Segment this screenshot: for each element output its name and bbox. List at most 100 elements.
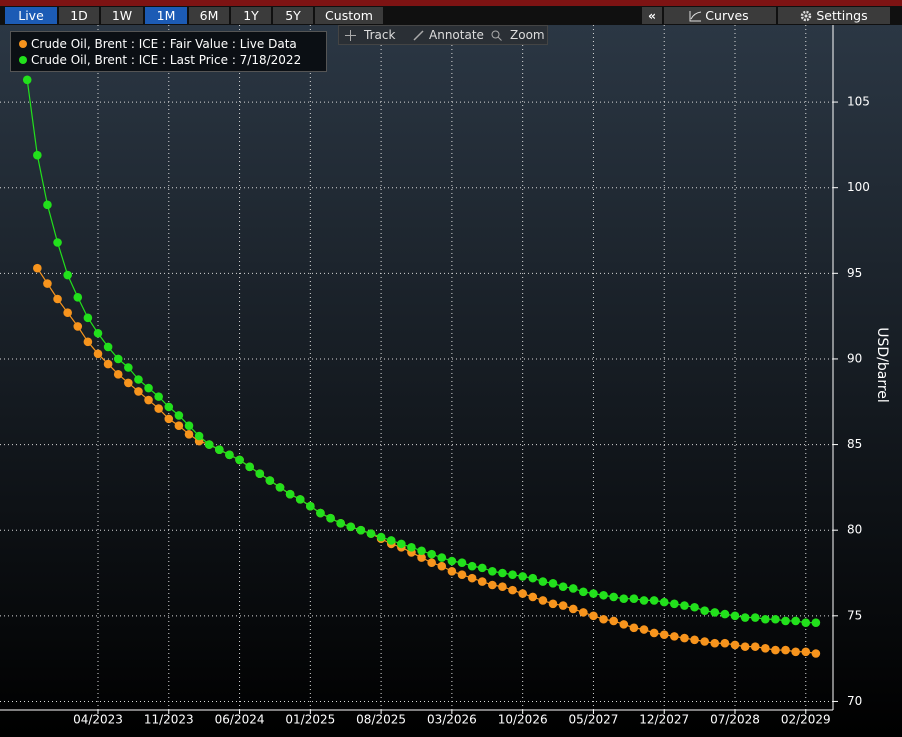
- data-point: [194, 431, 204, 441]
- data-point: [548, 599, 558, 609]
- settings-icon: [800, 10, 812, 22]
- y-tick-label: 80: [847, 523, 862, 537]
- zoom-button[interactable]: Zoom: [510, 28, 545, 42]
- data-point: [33, 150, 42, 160]
- data-point: [639, 625, 649, 634]
- data-point: [528, 592, 538, 602]
- range-button[interactable]: Custom: [315, 7, 383, 24]
- x-tick-label: 12/2027: [639, 713, 689, 727]
- data-point: [791, 616, 800, 626]
- y-tick-label: 90: [847, 351, 862, 365]
- data-point: [73, 322, 83, 331]
- data-point: [63, 308, 72, 318]
- data-point: [53, 238, 62, 247]
- data-point: [407, 543, 416, 552]
- data-point: [235, 455, 244, 465]
- y-tick-label: 105: [847, 95, 870, 109]
- curves-button[interactable]: Curves: [664, 7, 776, 24]
- data-point: [720, 638, 730, 648]
- data-point: [518, 572, 527, 581]
- collapse-button[interactable]: «: [642, 7, 662, 24]
- data-point: [700, 637, 709, 646]
- data-point: [437, 553, 447, 562]
- x-tick-label: 04/2023: [73, 713, 123, 727]
- data-point: [538, 596, 548, 605]
- data-point: [690, 602, 699, 612]
- data-point: [134, 375, 143, 384]
- legend-swatch: [19, 40, 27, 48]
- data-point: [599, 590, 608, 600]
- track-button[interactable]: Track: [364, 28, 396, 42]
- data-point: [63, 270, 72, 280]
- data-point: [447, 566, 457, 576]
- data-point: [93, 349, 103, 359]
- y-tick-label: 70: [847, 694, 862, 708]
- data-point: [164, 414, 174, 424]
- range-button[interactable]: 1M: [145, 7, 187, 24]
- data-point: [750, 642, 760, 651]
- data-point: [295, 495, 305, 504]
- data-point: [811, 618, 821, 627]
- y-tick-label: 95: [847, 266, 862, 280]
- data-point: [761, 644, 770, 653]
- chart-tools: Track Annotate Zoom: [338, 25, 548, 45]
- data-point: [447, 556, 457, 566]
- data-point: [467, 573, 477, 583]
- data-point: [346, 522, 356, 532]
- data-point: [518, 589, 527, 598]
- data-point: [215, 445, 224, 455]
- settings-button[interactable]: Settings: [778, 7, 890, 24]
- data-point: [134, 387, 143, 396]
- data-point: [771, 614, 780, 624]
- legend-item: Crude Oil, Brent : ICE : Last Price : 7/…: [19, 53, 301, 67]
- data-point: [740, 642, 750, 651]
- data-point: [498, 582, 507, 591]
- data-point: [124, 378, 133, 388]
- data-point: [184, 421, 194, 431]
- data-point: [579, 587, 588, 597]
- data-point: [174, 411, 184, 420]
- data-point: [680, 633, 689, 643]
- data-point: [690, 635, 699, 645]
- data-point: [477, 563, 487, 573]
- annotate-button[interactable]: Annotate: [429, 28, 484, 42]
- x-tick-label: 08/2025: [356, 713, 406, 727]
- data-point: [710, 608, 720, 617]
- data-point: [659, 597, 669, 607]
- range-button[interactable]: 5Y: [273, 7, 313, 24]
- data-point: [174, 421, 184, 431]
- y-tick-label: 100: [847, 180, 870, 194]
- data-point: [629, 594, 639, 603]
- data-point: [43, 200, 52, 210]
- title-strip: [0, 0, 902, 6]
- data-point: [376, 532, 386, 542]
- legend-swatch: [19, 56, 27, 64]
- data-point: [589, 611, 598, 621]
- range-button[interactable]: Live: [5, 7, 57, 24]
- data-point: [457, 558, 467, 568]
- data-point: [659, 630, 669, 639]
- data-point: [639, 596, 649, 605]
- data-point: [599, 614, 608, 624]
- data-point: [781, 616, 790, 626]
- range-button[interactable]: 1D: [59, 7, 99, 24]
- data-point: [184, 429, 194, 439]
- range-button[interactable]: 1W: [101, 7, 143, 24]
- range-button[interactable]: 1Y: [231, 7, 271, 24]
- data-point: [508, 585, 517, 595]
- y-axis-label: USD/barrel: [874, 327, 890, 403]
- data-point: [225, 450, 234, 460]
- range-button[interactable]: 6M: [189, 7, 229, 24]
- data-point: [275, 483, 285, 492]
- data-point: [528, 573, 538, 583]
- x-tick-label: 07/2028: [710, 713, 760, 727]
- data-point: [680, 601, 689, 610]
- data-point: [437, 561, 447, 571]
- data-point: [113, 354, 123, 364]
- data-point: [326, 513, 335, 523]
- data-point: [609, 592, 618, 602]
- data-point: [103, 342, 113, 352]
- track-icon: [345, 30, 356, 41]
- data-point: [558, 582, 568, 591]
